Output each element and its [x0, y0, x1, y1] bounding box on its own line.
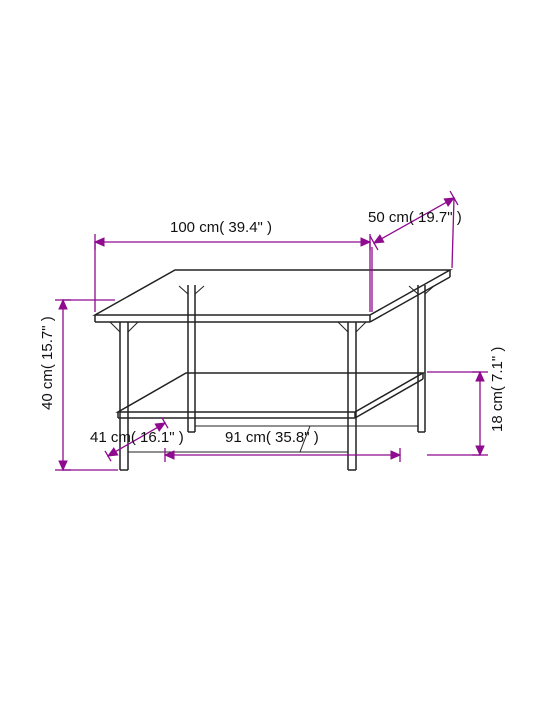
- label-shelf-height-right: 18 cm( 7.1" ): [489, 347, 506, 432]
- diagram-svg: 100 cm( 39.4" ) 50 cm( 19.7" ) 40 cm( 15…: [0, 0, 540, 720]
- label-width-top: 100 cm( 39.4" ): [170, 219, 272, 236]
- diagram-stage: 100 cm( 39.4" ) 50 cm( 19.7" ) 40 cm( 15…: [0, 0, 540, 720]
- label-depth-top: 50 cm( 19.7" ): [368, 209, 462, 226]
- label-height-left: 40 cm( 15.7" ): [39, 316, 56, 410]
- label-shelf-depth-left: 41 cm( 16.1" ): [90, 429, 184, 446]
- label-shelf-width: 91 cm( 35.8" ): [225, 429, 319, 446]
